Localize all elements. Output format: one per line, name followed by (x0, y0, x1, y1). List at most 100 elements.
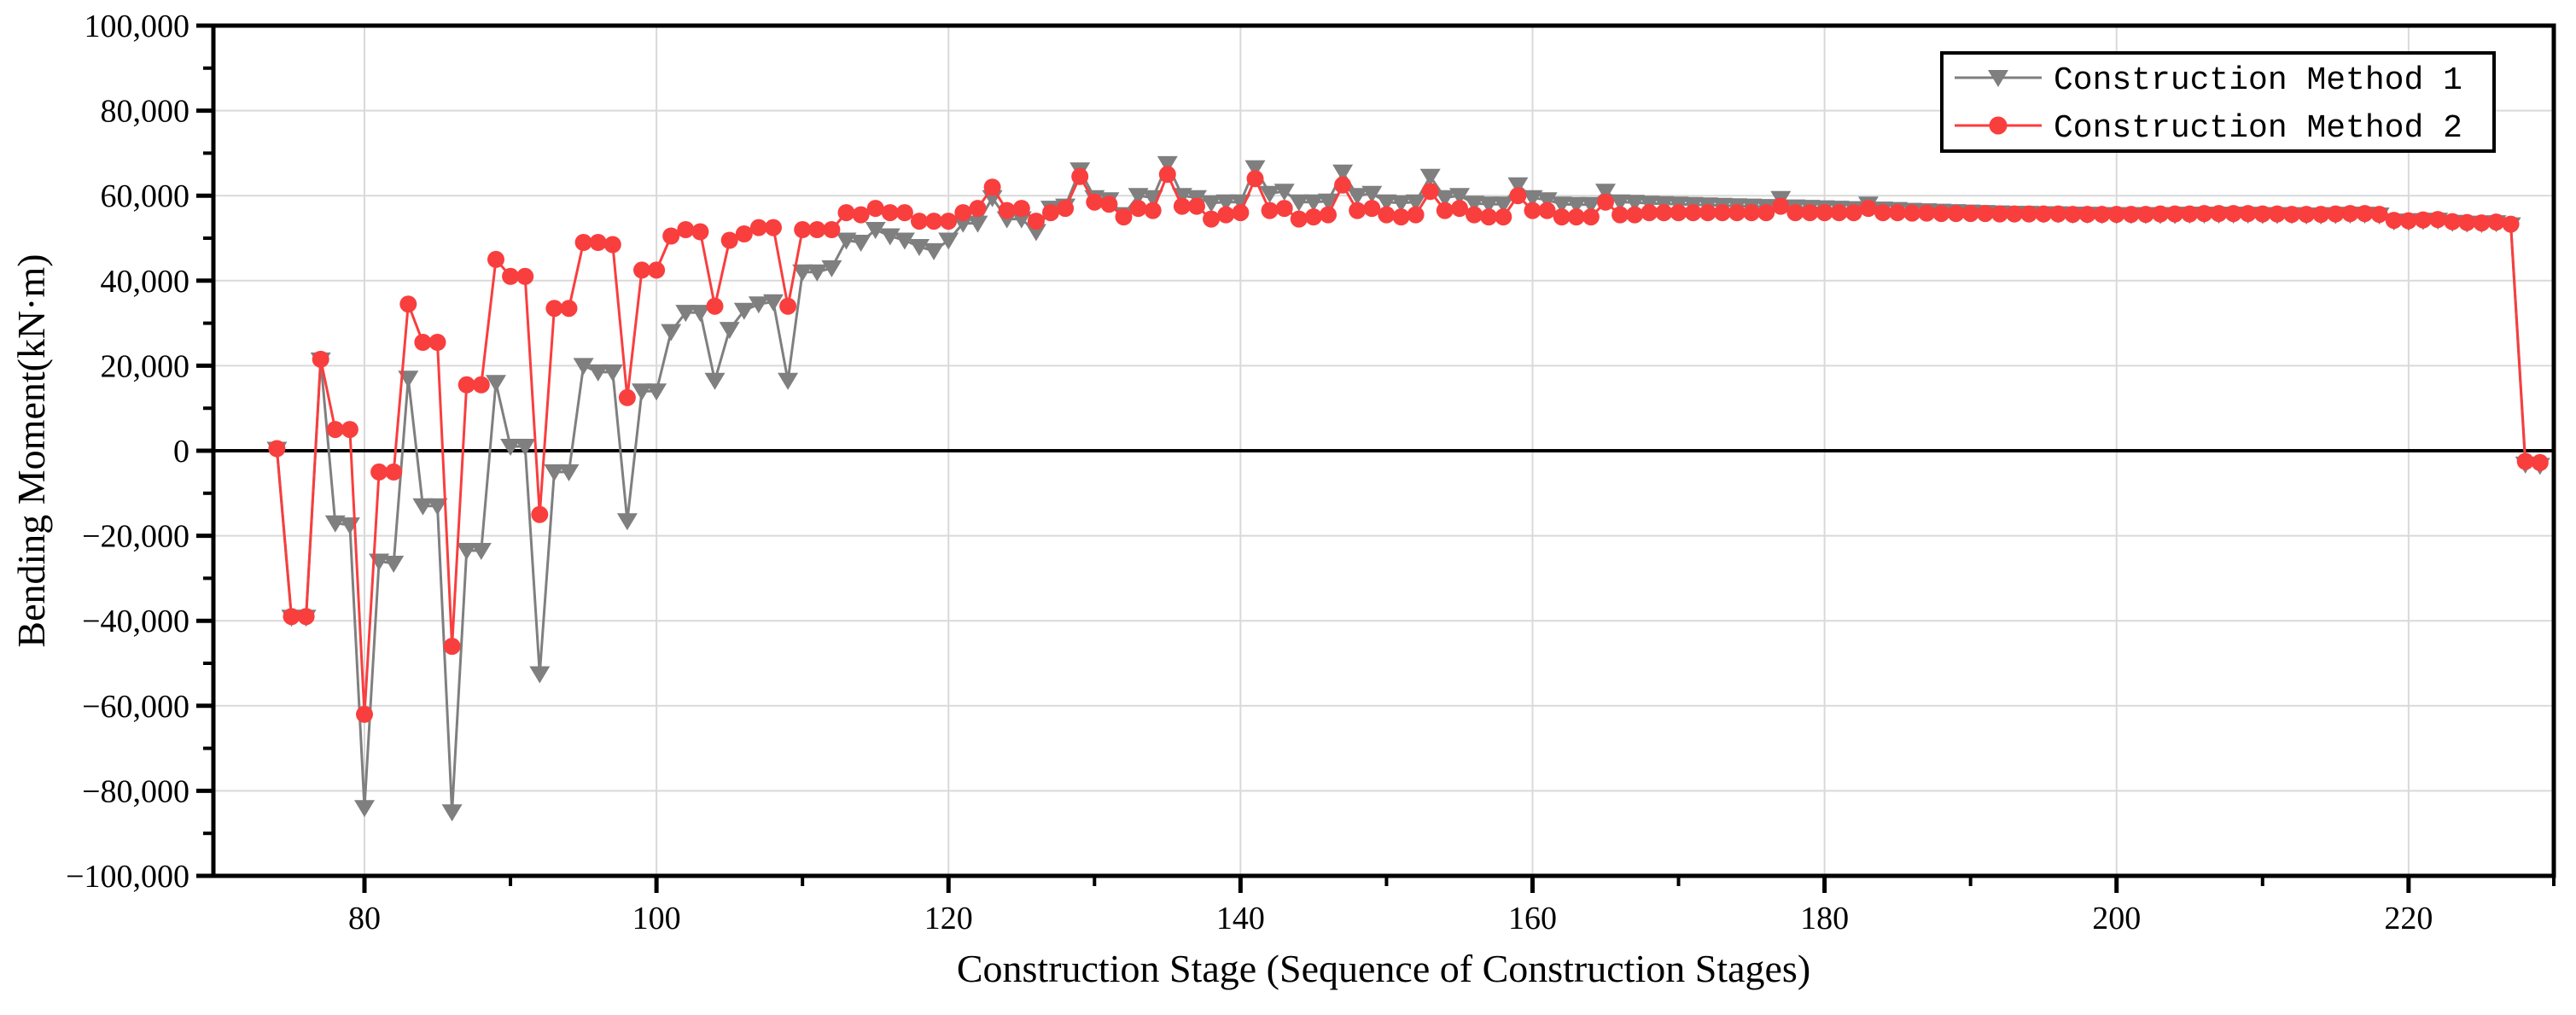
method2-marker-circle (2006, 205, 2023, 223)
method1-marker-triangle (704, 372, 726, 390)
method2-marker-circle (1407, 206, 1425, 224)
method2-marker-circle (677, 221, 695, 238)
method2-marker-circle (1466, 206, 1483, 224)
method1-marker-triangle (1522, 190, 1543, 207)
method1-marker-triangle (778, 372, 799, 390)
y-tick-label: 40,000 (101, 264, 190, 300)
method2-marker-circle (1217, 206, 1235, 224)
method2-marker-circle (2385, 212, 2403, 230)
method2-marker-circle (1611, 206, 1629, 224)
legend-label: Construction Method 1 (2054, 62, 2462, 99)
method2-marker-circle (1830, 204, 1848, 222)
method1-marker-triangle (632, 383, 652, 401)
method2-marker-circle (765, 219, 782, 236)
method2-marker-circle (2502, 215, 2520, 233)
method2-marker-circle (1553, 208, 1571, 226)
method2-marker-circle (1655, 204, 1673, 222)
method1-marker-triangle (763, 294, 784, 312)
method2-marker-circle (2210, 205, 2228, 223)
method2-marker-circle (2458, 213, 2476, 231)
method2-marker-circle (1889, 204, 1907, 222)
x-tick-label: 180 (1800, 901, 1849, 936)
method2-marker-circle (1524, 201, 1542, 219)
method2-marker-circle (779, 297, 797, 315)
method2-marker-circle (1436, 201, 1454, 219)
method1-marker-triangle (967, 215, 988, 233)
method2-marker-circle (823, 221, 841, 238)
method2-marker-circle (720, 231, 738, 249)
method1-marker-triangle (500, 439, 522, 456)
method2-marker-circle (1261, 201, 1279, 219)
method2-marker-circle (1757, 204, 1775, 222)
legend-box (1940, 51, 2496, 153)
method2-marker-circle (969, 200, 987, 218)
method2-marker-circle (1203, 210, 1221, 228)
method1-marker-triangle (1273, 184, 1295, 201)
method2-marker-circle (428, 334, 446, 351)
method1-marker-triangle (573, 358, 594, 376)
method2-marker-circle (662, 227, 680, 245)
method2-marker-circle (1786, 204, 1804, 222)
method2-marker-circle (2298, 206, 2316, 224)
method2-marker-circle (1976, 205, 1994, 223)
method2-marker-circle (1042, 204, 1059, 222)
method1-marker-triangle (1025, 224, 1046, 242)
method2-marker-circle (1990, 205, 2008, 223)
method2-marker-circle (1845, 204, 1862, 222)
method2-marker-circle (1567, 208, 1585, 226)
method1-marker-triangle (1244, 160, 1266, 178)
method2-marker-circle (2253, 205, 2271, 223)
method1-marker-triangle (1434, 190, 1455, 207)
method2-marker-circle (2152, 205, 2169, 223)
method2-marker-circle (1421, 183, 1439, 201)
method2-marker-circle (1597, 193, 1614, 211)
method1-marker-triangle (1303, 194, 1324, 212)
method2-marker-circle (1728, 204, 1746, 222)
method1-marker-triangle (1419, 168, 1441, 186)
method1-marker-triangle (1142, 190, 1163, 207)
method1-marker-triangle (441, 804, 463, 822)
method2-marker-circle (2370, 206, 2388, 224)
method2-marker-circle (749, 219, 767, 236)
method2-marker-circle (1334, 176, 1352, 194)
y-tick-label: 60,000 (101, 178, 190, 214)
method2-marker-circle (2049, 205, 2067, 223)
method1-marker-triangle (1390, 195, 1412, 213)
method2-marker-circle (954, 204, 972, 222)
x-tick-label: 220 (2384, 901, 2433, 936)
method2-marker-circle (443, 638, 461, 656)
method2-marker-circle (940, 213, 958, 230)
method1-marker-triangle (661, 324, 682, 341)
method1-marker-triangle (1610, 194, 1631, 212)
method2-marker-circle (1932, 205, 1950, 223)
method2-marker-circle (560, 300, 578, 318)
y-tick-label: −100,000 (66, 859, 189, 895)
method2-marker-circle (1320, 206, 1337, 224)
method2-marker-circle (2473, 214, 2491, 232)
method2-marker-circle (502, 267, 520, 285)
method1-marker-triangle (1478, 196, 1500, 214)
y-tick-label: 80,000 (101, 94, 190, 130)
method1-marker-triangle (807, 264, 828, 282)
method2-marker-circle (2399, 212, 2417, 230)
method2-marker-circle (1713, 204, 1731, 222)
x-tick-label: 120 (924, 901, 973, 936)
method1-marker-triangle (1565, 196, 1587, 214)
method1-marker-triangle (1551, 196, 1572, 214)
method2-marker-circle (356, 705, 373, 723)
method2-marker-circle (545, 300, 563, 318)
method2-marker-circle (385, 463, 403, 481)
method1-marker-triangle (324, 515, 346, 533)
method2-marker-circle (312, 350, 329, 368)
method1-marker-triangle (865, 222, 886, 239)
method2-marker-circle (2020, 205, 2038, 223)
method2-marker-circle (706, 297, 724, 315)
method2-marker-circle (983, 178, 1001, 196)
method2-marker-circle (1144, 201, 1162, 219)
method2-marker-circle (1772, 197, 1790, 215)
method2-marker-circle (472, 376, 490, 394)
method1-marker-triangle (719, 322, 740, 340)
y-tick-label: 0 (173, 434, 189, 470)
method2-marker-circle (735, 225, 753, 242)
